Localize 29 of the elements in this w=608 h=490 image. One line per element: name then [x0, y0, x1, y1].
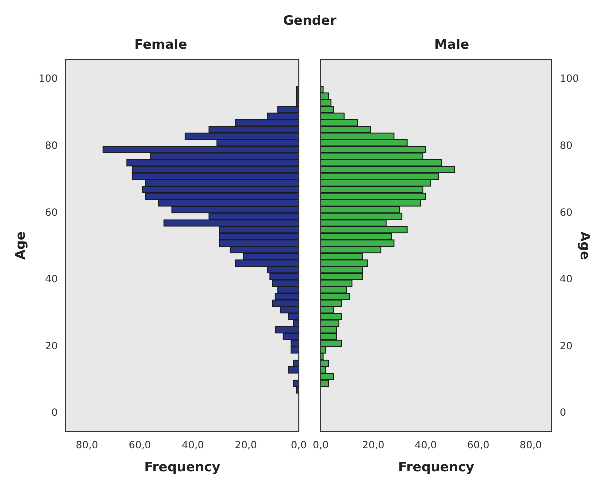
y-axis-title: Age [14, 232, 30, 260]
y-tick-label: 40 [45, 274, 58, 286]
x-tick-label: 80,0 [76, 440, 98, 452]
y-tick-label: 0 [52, 408, 58, 420]
y-tick-label: 60 [45, 208, 58, 219]
x-tick-label: 80,0 [520, 440, 542, 452]
chart-title: Gender [282, 14, 338, 29]
x-tick-label: 0,0 [291, 440, 307, 452]
chart-subtitle: Female [134, 38, 188, 54]
x-tick-label: 20,0 [362, 440, 385, 452]
x-tick-label: 20,0 [234, 440, 258, 452]
chart-subtitle: Male [434, 38, 470, 54]
x-axis-title: Frequency [144, 460, 222, 476]
y-tick-label: 80 [560, 141, 573, 152]
y-tick-label: 80 [45, 141, 58, 152]
x-tick-label: 40,0 [414, 440, 438, 452]
y-tick-label: 20 [45, 341, 58, 352]
y-tick-label: 20 [560, 341, 573, 352]
x-axis-title: Frequency [398, 460, 476, 476]
y-tick-label: 40 [560, 274, 573, 286]
x-tick-label: 0,0 [313, 440, 329, 452]
y-axis-title: Age [576, 232, 592, 260]
x-tick-label: 40,0 [182, 440, 204, 452]
y-tick-label: 100 [38, 74, 58, 86]
y-tick-label: 100 [560, 74, 580, 86]
x-tick-label: 60,0 [129, 440, 152, 452]
y-tick-label: 60 [560, 208, 573, 219]
y-tick-label: 0 [560, 408, 566, 420]
x-tick-label: 60,0 [467, 440, 490, 452]
